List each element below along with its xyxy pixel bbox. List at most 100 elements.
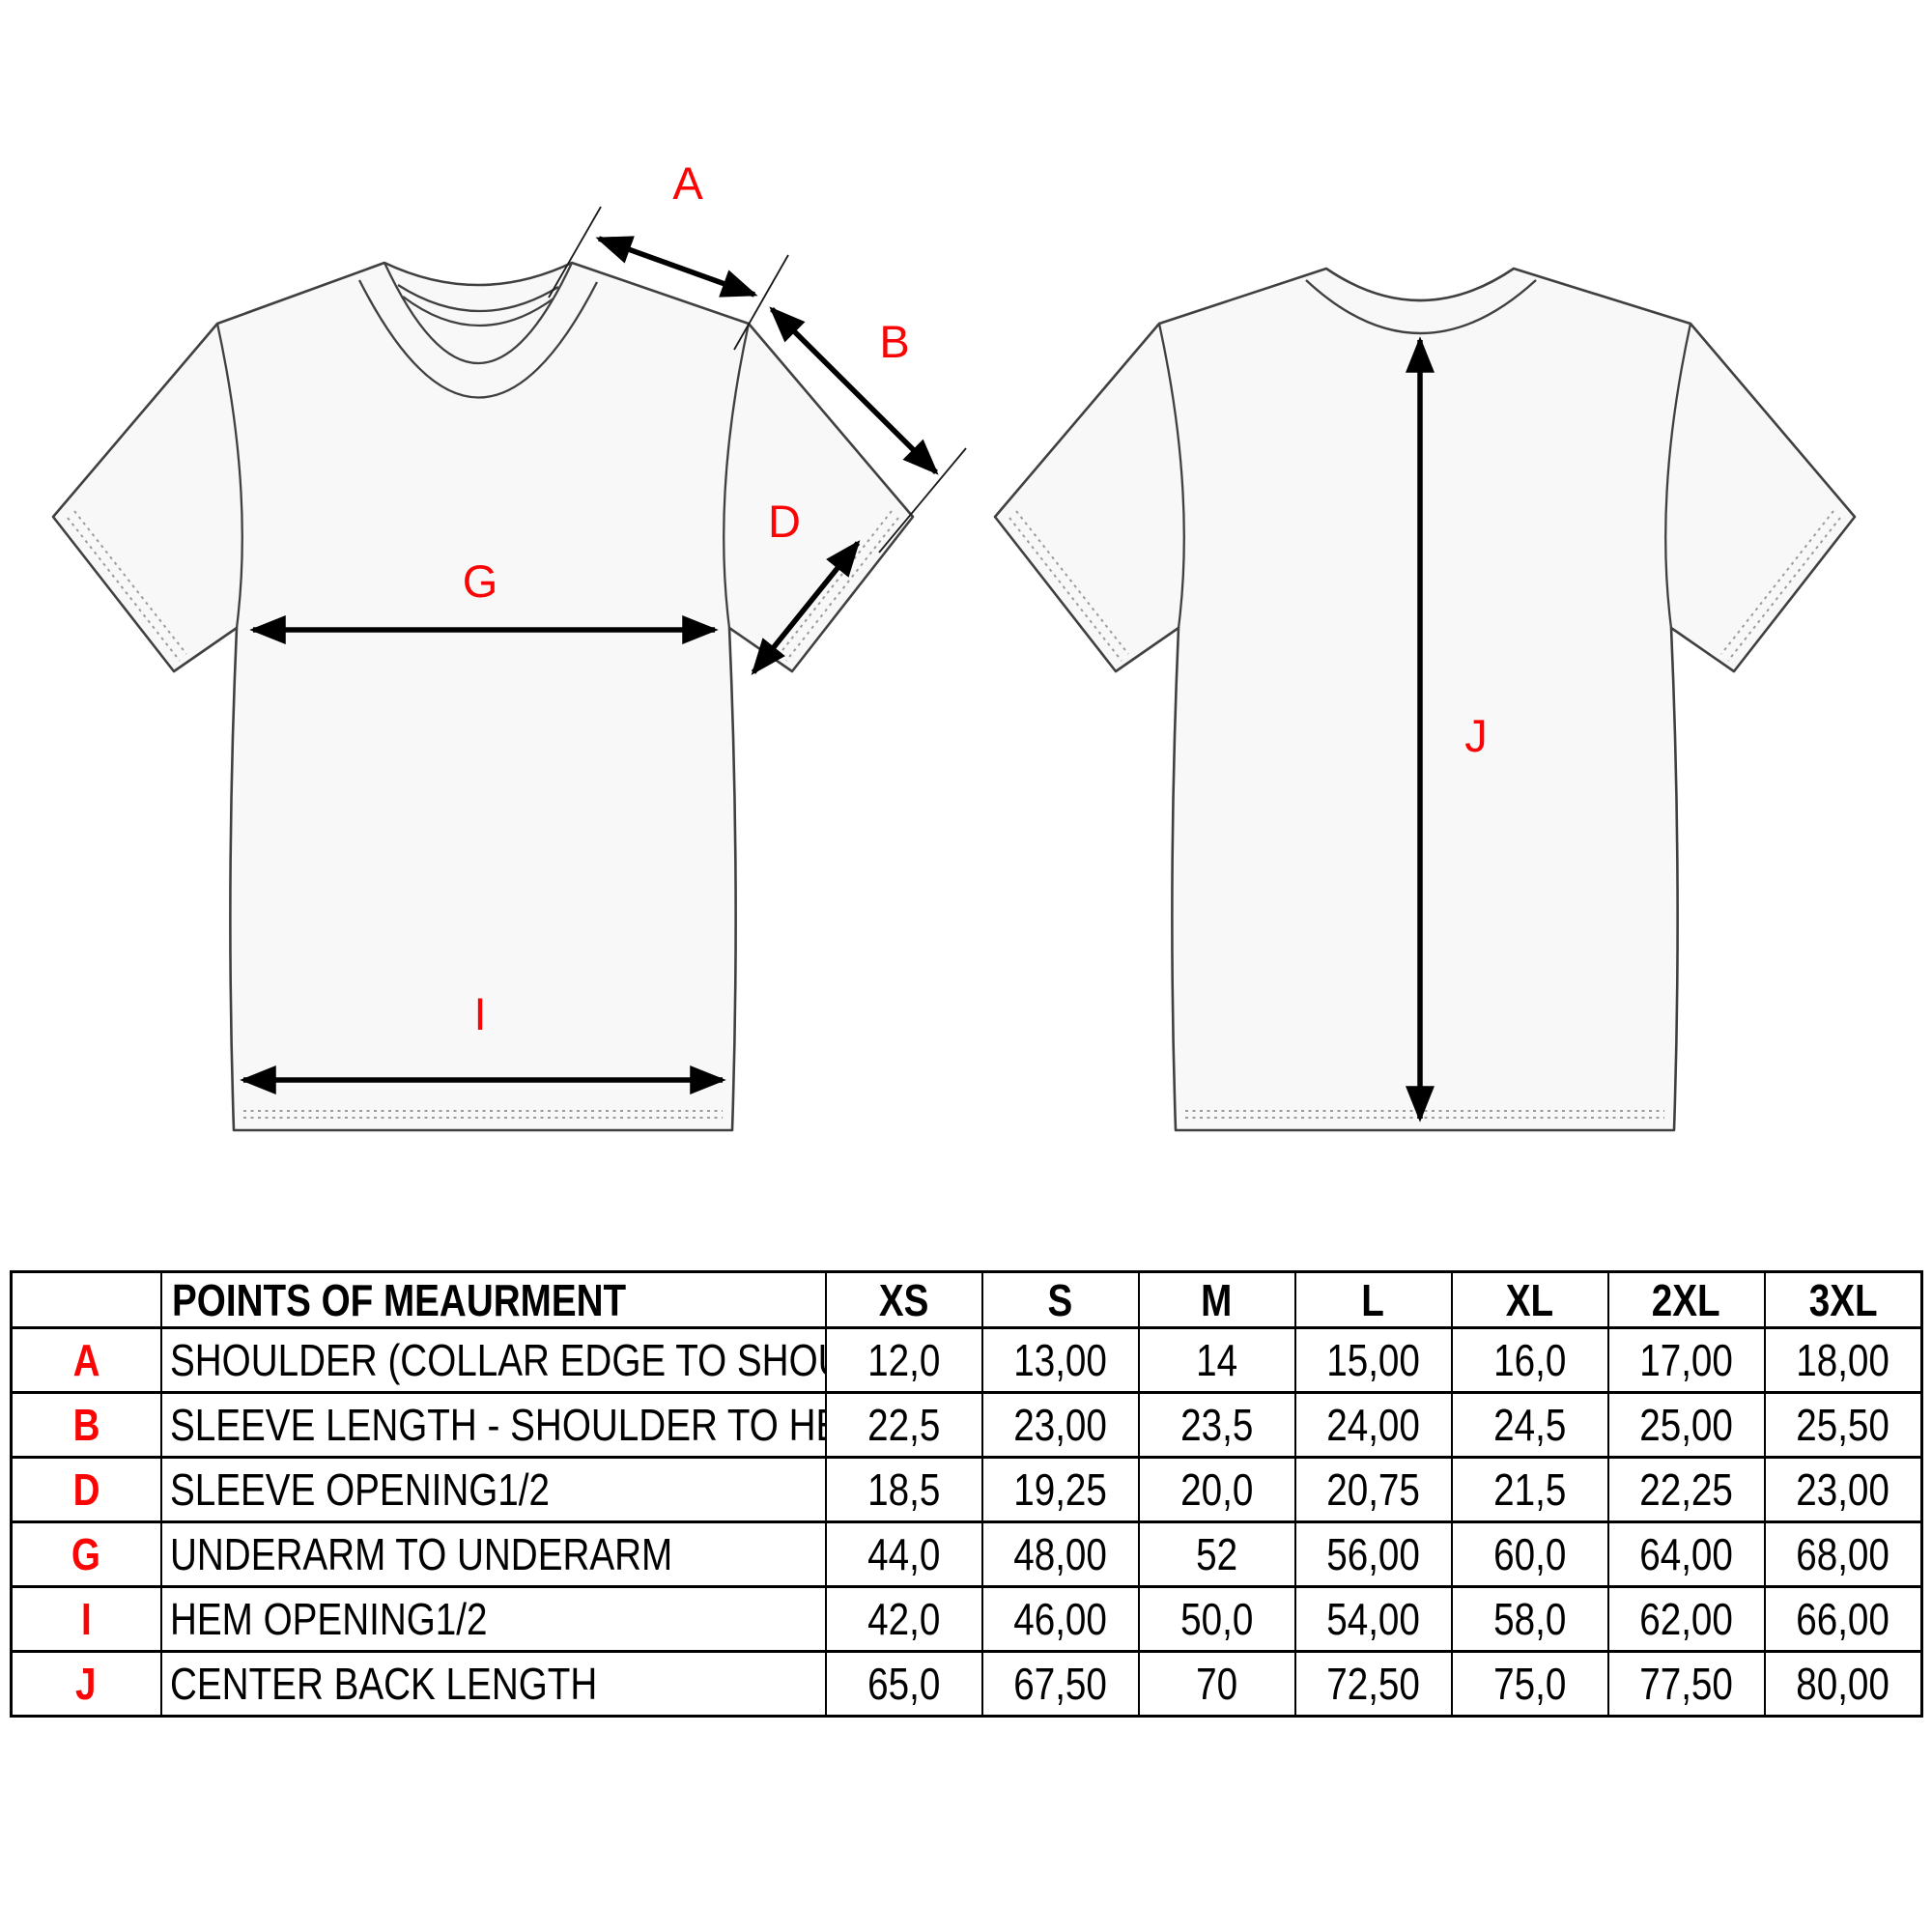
- header-size-2xl: 2XL: [1606, 1270, 1766, 1329]
- back-left-armhole-seam: [1157, 323, 1185, 629]
- front-left-sleeve-stitch: [67, 517, 181, 662]
- value-xs: 42,0: [824, 1585, 983, 1653]
- value-s: 13,00: [980, 1326, 1140, 1394]
- table-row-sleeve-length: B SLEEVE LENGTH - SHOULDER TO HEM 22,5 2…: [10, 1391, 1923, 1459]
- label-shoulder-A: A: [672, 157, 703, 209]
- back-left-sleeve-stitch: [1015, 510, 1129, 655]
- value-l: 54,00: [1293, 1585, 1453, 1653]
- label-center-back-J: J: [1464, 710, 1488, 761]
- value-3xl: 25,50: [1763, 1391, 1923, 1459]
- table-row-underarm: G UNDERARM TO UNDERARM 44,0 48,00 52 56,…: [10, 1520, 1923, 1588]
- value-m: 20,0: [1137, 1456, 1296, 1523]
- value-xl: 24,5: [1450, 1391, 1609, 1459]
- row-letter: A: [10, 1326, 162, 1394]
- row-letter: D: [10, 1456, 162, 1523]
- measurement-arrows: A B D G I J: [240, 157, 1488, 1122]
- value-3xl: 80,00: [1763, 1650, 1923, 1718]
- value-s: 23,00: [980, 1391, 1140, 1459]
- value-s: 46,00: [980, 1585, 1140, 1653]
- label-hem-opening-I: I: [473, 988, 486, 1039]
- header-points-of-measurement: POINTS OF MEAURMENT: [159, 1270, 827, 1329]
- front-collar-inner-edge: [383, 262, 574, 365]
- value-m: 14: [1137, 1326, 1296, 1394]
- header-corner-cell: [10, 1270, 162, 1329]
- back-collar-band-edge: [1305, 279, 1537, 335]
- row-measurement-name: CENTER BACK LENGTH: [159, 1650, 827, 1718]
- row-measurement-name: SLEEVE OPENING1/2: [159, 1456, 827, 1523]
- front-collar-rib-line-1: [397, 284, 559, 313]
- row-measurement-name: UNDERARM TO UNDERARM: [159, 1520, 827, 1588]
- header-size-m: M: [1137, 1270, 1296, 1329]
- row-measurement-name: SHOULDER (COLLAR EDGE TO SHOULDER EDGE): [159, 1326, 827, 1394]
- table-row-sleeve-opening: D SLEEVE OPENING1/2 18,5 19,25 20,0 20,7…: [10, 1456, 1923, 1523]
- value-s: 19,25: [980, 1456, 1140, 1523]
- row-measurement-name: SLEEVE LENGTH - SHOULDER TO HEM: [159, 1391, 827, 1459]
- value-xl: 58,0: [1450, 1585, 1609, 1653]
- row-letter: G: [10, 1520, 162, 1588]
- value-m: 70: [1137, 1650, 1296, 1718]
- back-right-armhole-seam: [1664, 323, 1692, 629]
- label-sleeve-length-B: B: [879, 316, 909, 367]
- front-left-sleeve-stitch: [73, 510, 187, 655]
- value-xs: 22,5: [824, 1391, 983, 1459]
- value-m: 50,0: [1137, 1585, 1296, 1653]
- value-xs: 44,0: [824, 1520, 983, 1588]
- value-s: 48,00: [980, 1520, 1140, 1588]
- front-collar-outer-edge: [357, 279, 599, 399]
- value-3xl: 18,00: [1763, 1326, 1923, 1394]
- table-row-shoulder: A SHOULDER (COLLAR EDGE TO SHOULDER EDGE…: [10, 1326, 1923, 1394]
- tshirt-back-view: [993, 267, 1857, 1132]
- front-right-sleeve-stitch: [785, 517, 899, 662]
- tshirt-front-view: [51, 261, 915, 1132]
- extension-line-sleeve-hem: [878, 447, 967, 554]
- header-size-xl: XL: [1450, 1270, 1609, 1329]
- row-measurement-name: HEM OPENING1/2: [159, 1585, 827, 1653]
- value-3xl: 68,00: [1763, 1520, 1923, 1588]
- table-header-row: POINTS OF MEAURMENT XS S M L XL 2XL 3XL: [10, 1270, 1923, 1329]
- value-xs: 18,5: [824, 1456, 983, 1523]
- value-l: 20,75: [1293, 1456, 1453, 1523]
- value-l: 15,00: [1293, 1326, 1453, 1394]
- value-3xl: 23,00: [1763, 1456, 1923, 1523]
- value-2xl: 77,50: [1606, 1650, 1766, 1718]
- back-shirt-silhouette: [993, 267, 1857, 1132]
- header-size-xs: XS: [824, 1270, 983, 1329]
- header-size-s: S: [980, 1270, 1140, 1329]
- value-m: 52: [1137, 1520, 1296, 1588]
- measure-arrow-sleeve-opening-D: [751, 540, 861, 675]
- value-2xl: 64,00: [1606, 1520, 1766, 1588]
- back-right-sleeve-stitch: [1720, 510, 1834, 655]
- table-row-hem-opening: I HEM OPENING1/2 42,0 46,00 50,0 54,00 5…: [10, 1585, 1923, 1653]
- value-s: 67,50: [980, 1650, 1140, 1718]
- value-l: 24,00: [1293, 1391, 1453, 1459]
- value-2xl: 62,00: [1606, 1585, 1766, 1653]
- value-2xl: 17,00: [1606, 1326, 1766, 1394]
- value-xl: 75,0: [1450, 1650, 1609, 1718]
- tshirt-measurement-diagram: A B D G I J: [51, 157, 1857, 1132]
- measurement-table: POINTS OF MEAURMENT XS S M L XL 2XL 3XL …: [10, 1270, 1923, 1718]
- back-right-sleeve-stitch: [1727, 517, 1841, 662]
- front-left-armhole-seam: [215, 323, 243, 629]
- row-letter: B: [10, 1391, 162, 1459]
- front-shirt-silhouette: [51, 261, 915, 1132]
- value-2xl: 22,25: [1606, 1456, 1766, 1523]
- front-collar-rib-line-2: [402, 296, 554, 327]
- extension-line-shoulder-edge: [733, 254, 789, 351]
- value-m: 23,5: [1137, 1391, 1296, 1459]
- value-xl: 60,0: [1450, 1520, 1609, 1588]
- row-letter: I: [10, 1585, 162, 1653]
- header-size-l: L: [1293, 1270, 1453, 1329]
- front-right-armhole-seam: [723, 323, 751, 629]
- table-row-center-back: J CENTER BACK LENGTH 65,0 67,50 70 72,50…: [10, 1650, 1923, 1718]
- header-size-3xl: 3XL: [1763, 1270, 1923, 1329]
- value-3xl: 66,00: [1763, 1585, 1923, 1653]
- value-xl: 16,0: [1450, 1326, 1609, 1394]
- label-sleeve-opening-D: D: [768, 496, 801, 547]
- measure-arrow-sleeve-length-B: [769, 306, 939, 475]
- measure-arrow-shoulder-A: [595, 236, 758, 298]
- value-l: 72,50: [1293, 1650, 1453, 1718]
- row-letter: J: [10, 1650, 162, 1718]
- front-right-sleeve-stitch: [779, 510, 893, 655]
- value-l: 56,00: [1293, 1520, 1453, 1588]
- label-underarm-G: G: [463, 555, 498, 607]
